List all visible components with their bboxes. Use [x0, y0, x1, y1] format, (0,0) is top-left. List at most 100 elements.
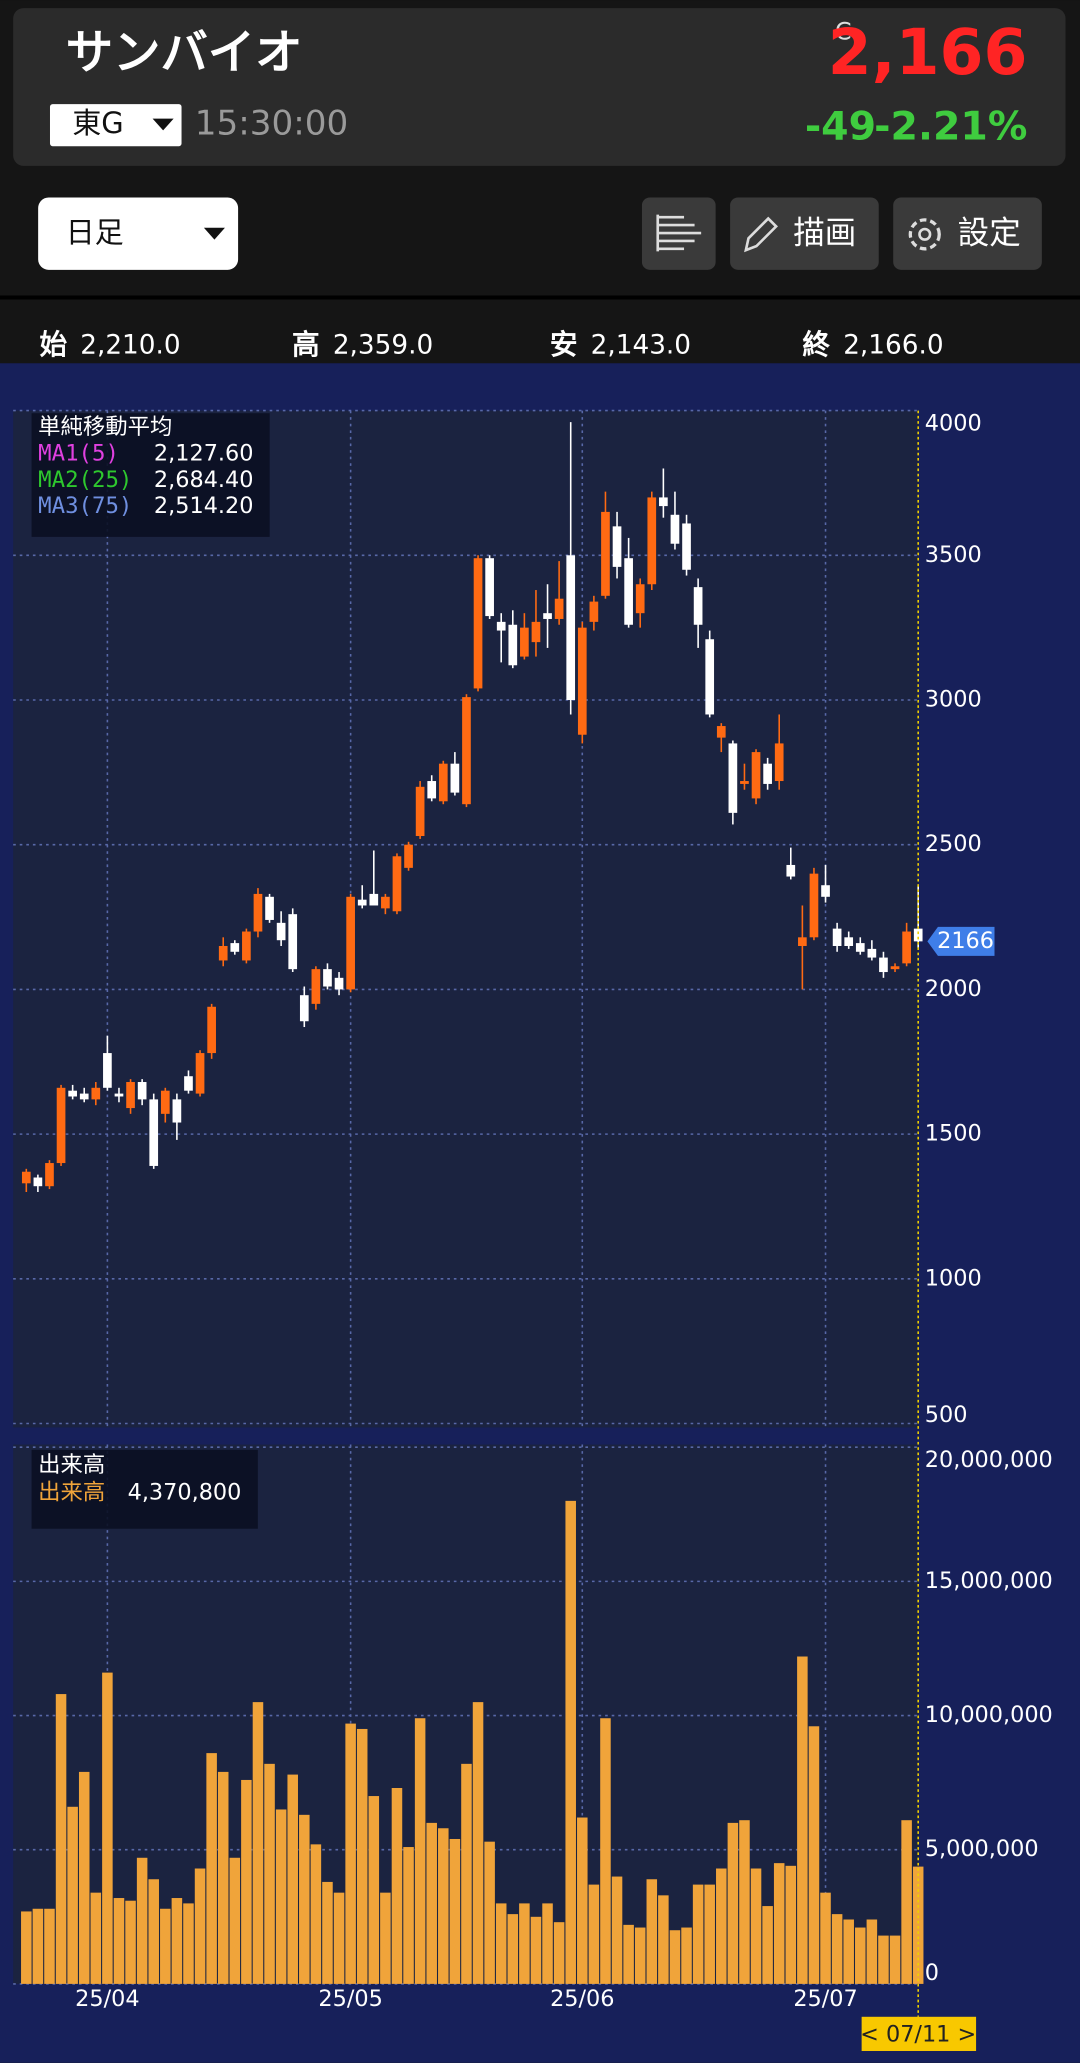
price-tag — [927, 926, 995, 956]
volume-bar — [692, 1884, 704, 1984]
volume-bar — [322, 1881, 333, 1984]
volume-bar — [739, 1820, 750, 1984]
candle-body — [798, 937, 807, 946]
candle-body — [126, 1082, 135, 1109]
candle-body — [751, 752, 761, 799]
ohlc-value: 2,359.0 — [333, 331, 433, 361]
candle-body — [601, 511, 610, 596]
volume-bar — [264, 1763, 275, 1984]
volume-bar — [391, 1787, 403, 1984]
period-select[interactable]: 日足 — [38, 197, 239, 270]
button-bg[interactable] — [893, 197, 1042, 270]
candle-body — [855, 943, 865, 952]
volume-bar — [785, 1865, 797, 1984]
x-tick-label: 25/06 — [550, 1986, 614, 2012]
candle-body — [265, 896, 274, 920]
period-box[interactable] — [38, 197, 239, 270]
volume-bar — [252, 1702, 264, 1984]
volume-bar — [484, 1841, 495, 1984]
candle-body — [311, 969, 321, 1004]
candle-body — [496, 621, 506, 631]
candle-body — [821, 885, 830, 897]
candle-body — [774, 743, 784, 782]
volume-bar — [773, 1863, 785, 1984]
candle-body — [103, 1053, 112, 1088]
candle-body — [566, 555, 576, 701]
legend-name: MA2(25) — [38, 467, 132, 493]
candle-body — [415, 786, 425, 837]
volume-bar — [843, 1919, 854, 1984]
market-select[interactable]: 東G — [49, 104, 182, 147]
cursor-label: < 07/11 > — [860, 2022, 976, 2048]
candle-body — [172, 1099, 182, 1123]
y2-tick-label: 5,000,000 — [925, 1836, 1039, 1862]
gear-icon — [908, 218, 941, 251]
candle-body — [740, 781, 749, 784]
draw-button[interactable]: 描画 — [730, 197, 879, 270]
volume-bar — [90, 1892, 102, 1984]
x-tick-label: 25/05 — [318, 1986, 382, 2012]
y-tick-label: 1000 — [925, 1265, 982, 1291]
candle-body — [346, 896, 355, 990]
volume-bar — [426, 1822, 437, 1984]
candle-body — [659, 497, 668, 507]
volume-bar — [553, 1922, 565, 1984]
market-box[interactable] — [49, 104, 182, 147]
price-panel — [13, 410, 919, 1428]
pencil-icon — [744, 216, 778, 253]
y2-tick-label: 20,000,000 — [925, 1447, 1053, 1473]
price-mark: C — [835, 18, 852, 46]
y2-tick-label: 10,000,000 — [925, 1702, 1053, 1728]
settings-button[interactable]: 設定 — [893, 197, 1042, 270]
legend-value: 4,370,800 — [128, 1480, 242, 1506]
volume-bar — [855, 1927, 866, 1984]
volume-bar — [194, 1868, 206, 1984]
volume-bar — [901, 1820, 912, 1984]
candle-body — [33, 1177, 43, 1187]
volume-bar — [889, 1935, 901, 1984]
ohlc-value: 2,210.0 — [80, 331, 180, 361]
volume-bar — [461, 1763, 472, 1984]
volume-bar — [495, 1903, 507, 1984]
candle-body — [693, 587, 703, 625]
settings-label: 設定 — [958, 215, 1021, 251]
y2-tick-label: 0 — [925, 1960, 939, 1986]
volume-bar — [600, 1718, 611, 1984]
ohlc-label: 始 — [39, 328, 67, 361]
volume-bar — [588, 1884, 600, 1984]
candle-body — [705, 639, 715, 715]
time: 15:30:00 — [195, 104, 349, 144]
candle-body — [160, 1090, 170, 1114]
volume-bar — [750, 1868, 762, 1984]
candle-body — [647, 497, 657, 585]
volume-bar — [727, 1822, 739, 1984]
candle-body — [45, 1163, 54, 1187]
volume-bar — [669, 1930, 681, 1984]
volume-bar — [136, 1857, 148, 1984]
y-tick-label: 3500 — [925, 542, 982, 568]
legend-title: 出来高 — [38, 1452, 105, 1478]
legend-box — [31, 1449, 258, 1529]
price: 2,166 — [828, 15, 1028, 89]
candle-body — [427, 781, 437, 799]
button-bg[interactable] — [730, 197, 879, 270]
volume-bar — [299, 1814, 310, 1984]
candle-body — [438, 763, 448, 802]
volume-bar — [681, 1927, 692, 1984]
volume-bar — [530, 1916, 542, 1984]
volume-bar — [125, 1900, 136, 1984]
legend-box — [31, 413, 270, 537]
candle-body — [844, 937, 854, 946]
candle-body — [91, 1087, 101, 1100]
candle-body — [485, 558, 494, 617]
volume-bar — [565, 1500, 576, 1984]
y-tick-label: 2000 — [925, 976, 982, 1002]
volume-bar — [878, 1935, 889, 1984]
candle-body — [635, 584, 645, 614]
price-tag-label: 2166 — [937, 928, 994, 954]
volume-bar — [171, 1898, 183, 1984]
volume-bar — [160, 1908, 171, 1984]
layout-button[interactable] — [641, 197, 716, 270]
volume-bar — [356, 1728, 368, 1984]
candle-body — [184, 1076, 193, 1091]
